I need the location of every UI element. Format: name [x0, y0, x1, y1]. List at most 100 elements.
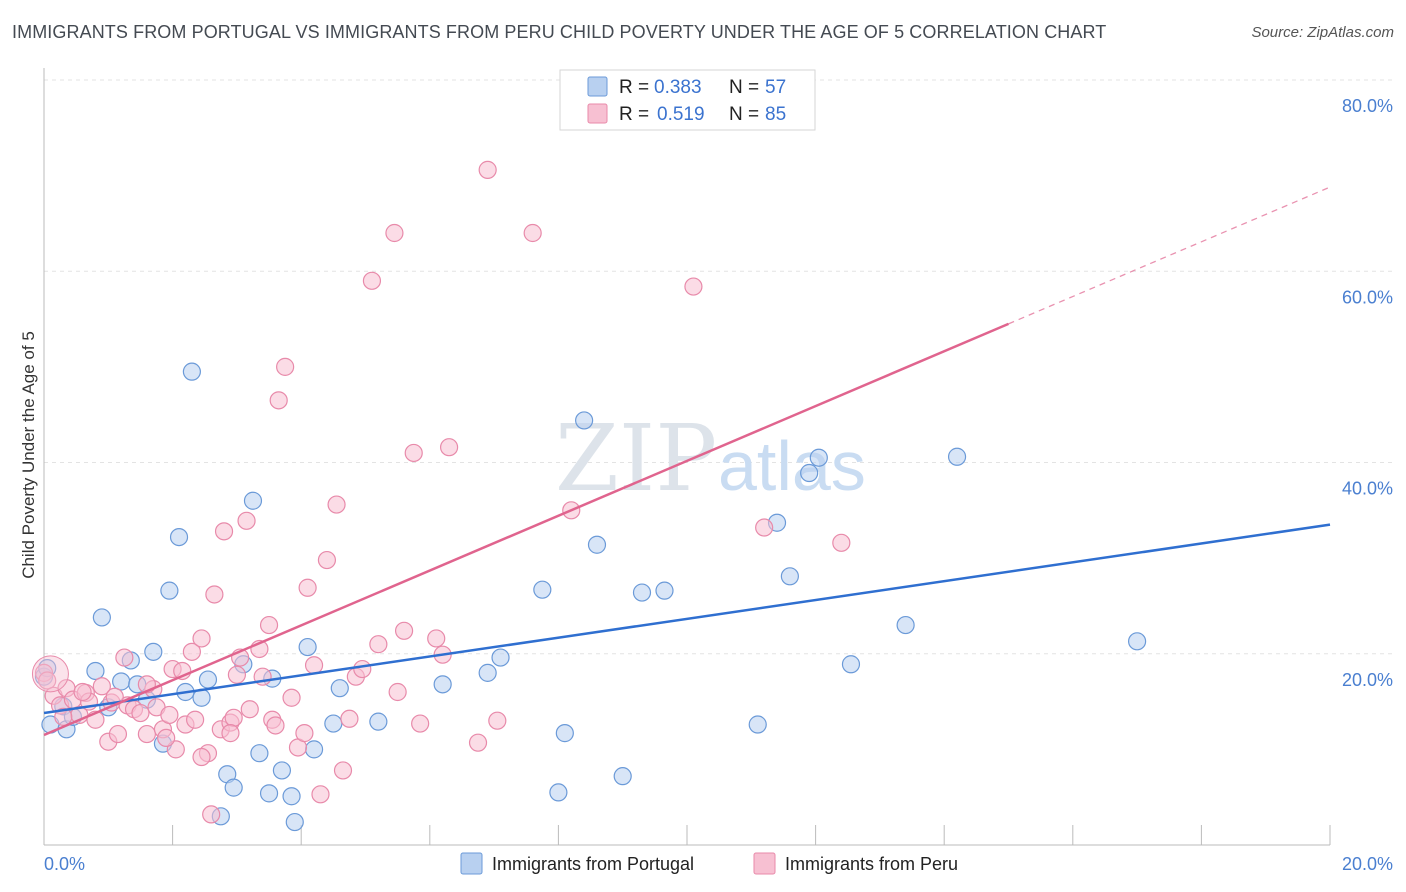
portugal-point-30 — [285, 812, 304, 832]
peru-point-28 — [186, 710, 205, 729]
peru-point-74 — [684, 277, 703, 296]
axes — [43, 68, 1331, 846]
peru-point-45 — [269, 391, 288, 410]
trend-lines — [43, 186, 1331, 737]
bottom-legend: Immigrants from Portugal Immigrants from… — [460, 852, 958, 875]
peru-point-68 — [439, 438, 459, 457]
peru-point-54 — [327, 495, 346, 514]
peru-point-17 — [131, 703, 150, 723]
peru-point-13 — [108, 724, 128, 744]
peru-point-65 — [411, 714, 430, 733]
peru-point-83 — [221, 724, 240, 743]
portugal-point-41 — [555, 724, 574, 743]
x-tick-label-0: 0.0% — [44, 854, 85, 874]
portugal-point-36 — [433, 675, 452, 694]
peru-point-14 — [115, 648, 134, 667]
portugal-point-14 — [160, 581, 179, 600]
peru-point-10 — [92, 677, 111, 696]
bottom-legend-label-peru: Immigrants from Peru — [785, 854, 958, 874]
peru-point-50 — [298, 578, 317, 597]
peru-point-79 — [192, 747, 211, 767]
portugal-point-46 — [655, 581, 674, 600]
y-tick-label-2: 60.0% — [1342, 287, 1393, 307]
watermark-atlas: atlas — [718, 427, 866, 505]
portugal-point-12 — [144, 642, 163, 661]
portugal-point-49 — [780, 567, 799, 586]
portugal-point-40 — [549, 783, 568, 802]
portugal-point-33 — [324, 714, 343, 733]
bottom-legend-swatch-portugal — [460, 852, 483, 875]
peru-point-36 — [224, 708, 243, 727]
portugal-point-22 — [224, 778, 243, 797]
portugal-point-17 — [182, 362, 201, 381]
portugal-point-42 — [575, 411, 594, 430]
legend-swatch-portugal — [587, 76, 608, 97]
peru-point-39 — [237, 511, 256, 530]
portugal-point-6 — [92, 608, 111, 627]
peru-point-78 — [54, 707, 73, 726]
peru-point-52 — [311, 785, 330, 804]
bottom-legend-label-portugal: Immigrants from Portugal — [492, 854, 694, 874]
trend-line-peru-extension — [1008, 186, 1331, 325]
grid — [44, 79, 1395, 655]
portugal-point-47 — [748, 715, 767, 734]
portugal-point-37 — [478, 663, 497, 682]
trend-line-peru — [43, 322, 1009, 737]
peru-point-72 — [523, 223, 542, 243]
peru-point-84 — [157, 728, 176, 748]
portugal-point-24 — [243, 491, 263, 510]
y-tick-label-0: 20.0% — [1342, 670, 1393, 690]
legend-n-label-portugal: N = — [729, 77, 759, 98]
peru-point-46 — [276, 357, 295, 376]
chart-title: IMMIGRANTS FROM PORTUGAL VS IMMIGRANTS F… — [12, 22, 1107, 42]
portugal-point-28 — [272, 761, 292, 780]
peru-point-22 — [160, 705, 179, 725]
y-tick-label-3: 80.0% — [1342, 96, 1393, 116]
portugal-point-35 — [369, 712, 388, 731]
portugal-point-50 — [800, 463, 819, 483]
portugal-point-34 — [330, 679, 349, 698]
tick-labels: 20.0% 40.0% 60.0% 80.0% 0.0% 20.0% — [44, 96, 1393, 874]
peru-point-58 — [353, 659, 372, 679]
portugal-point-38 — [491, 648, 510, 667]
peru-point-82 — [73, 682, 92, 702]
peru-point-62 — [388, 682, 407, 702]
top-legend: R = 0.383 N = 57 R = 0.519 N = 85 — [559, 69, 816, 131]
y-axis-label: Child Poverty Under the Age of 5 — [19, 331, 38, 579]
peru-point-34 — [214, 522, 234, 541]
legend-swatch-peru — [587, 103, 608, 124]
portugal-point-44 — [613, 767, 632, 786]
portugal-point-53 — [896, 615, 915, 635]
portugal-point-51 — [809, 448, 828, 467]
peru-point-29 — [192, 629, 211, 648]
peru-point-47 — [282, 688, 301, 707]
portugal-point-45 — [632, 583, 652, 602]
peru-point-49 — [295, 724, 314, 743]
peru-point-66 — [427, 629, 446, 648]
peru-point-37 — [227, 665, 246, 684]
peru-point-40 — [240, 700, 259, 719]
peru-point-70 — [478, 160, 497, 179]
portugal-point-32 — [304, 740, 324, 759]
legend-r-value-peru: 0.519 — [657, 104, 705, 125]
peru-point-59 — [362, 271, 382, 290]
peru-point-61 — [385, 223, 404, 243]
series-portugal-points — [34, 362, 1147, 832]
peru-point-53 — [317, 550, 337, 570]
peru-cluster-point — [31, 655, 69, 693]
legend-r-label-portugal: R = — [619, 77, 649, 98]
peru-point-80 — [266, 716, 285, 735]
legend-r-value-portugal: 0.383 — [654, 77, 702, 98]
portugal-point-39 — [533, 580, 552, 599]
legend-n-value-peru: 85 — [765, 104, 786, 125]
legend-r-label-peru: R = — [619, 104, 649, 125]
portugal-point-8 — [112, 672, 131, 691]
portugal-point-54 — [947, 447, 967, 466]
portugal-point-43 — [587, 535, 607, 554]
portugal-point-15 — [169, 527, 189, 547]
portugal-point-52 — [841, 655, 861, 674]
peru-point-63 — [394, 621, 414, 640]
bottom-legend-swatch-peru — [753, 852, 776, 875]
peru-point-75 — [755, 518, 774, 537]
